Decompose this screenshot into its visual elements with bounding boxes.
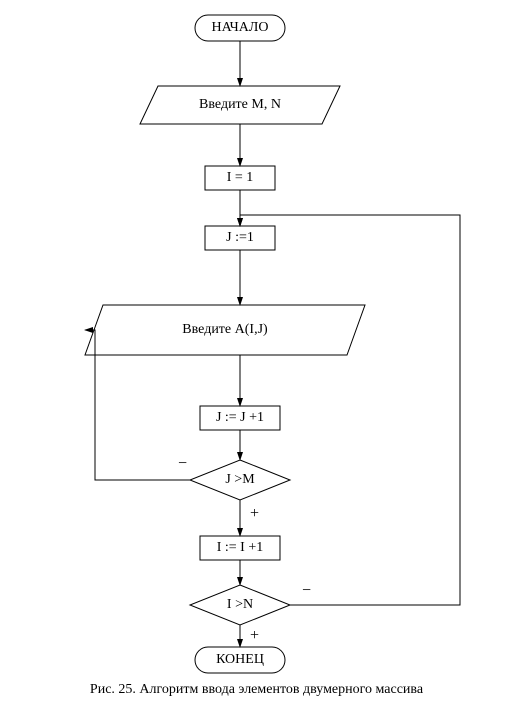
edge-jcond-inputA	[85, 330, 190, 480]
node-end-label: КОНЕЦ	[216, 652, 264, 667]
node-icond-label: I >N	[227, 597, 253, 612]
edge-icond-j1	[240, 215, 460, 605]
node-iinc-label: I := I +1	[217, 540, 264, 555]
node-inputMN: Введите M, N	[140, 86, 340, 124]
edge-label-6: +	[250, 505, 259, 522]
edge-label-10: −	[302, 582, 311, 599]
flowchart-svg: + + − − НАЧАЛО Введите M, N I = 1 J :=1 Введите …	[0, 0, 513, 709]
node-end: КОНЕЦ	[195, 647, 285, 673]
node-jcond: J >M	[190, 460, 290, 500]
node-jinc: J := J +1	[200, 406, 280, 430]
edge-label-9: −	[178, 455, 187, 472]
figure-caption: Рис. 25. Алгоритм ввода элементов двумер…	[90, 682, 424, 697]
node-j1: J :=1	[205, 226, 275, 250]
node-start-label: НАЧАЛО	[212, 20, 269, 35]
node-inputMN-label: Введите M, N	[199, 97, 281, 112]
node-i1-label: I = 1	[227, 170, 254, 185]
node-inputA: Введите A(I,J)	[85, 305, 365, 355]
node-jcond-label: J >M	[225, 472, 255, 487]
node-iinc: I := I +1	[200, 536, 280, 560]
node-i1: I = 1	[205, 166, 275, 190]
node-inputA-label: Введите A(I,J)	[182, 322, 268, 337]
node-j1-label: J :=1	[226, 230, 254, 245]
edge-label-8: +	[250, 627, 259, 644]
node-icond: I >N	[190, 585, 290, 625]
node-jinc-label: J := J +1	[216, 410, 264, 425]
node-start: НАЧАЛО	[195, 15, 285, 41]
